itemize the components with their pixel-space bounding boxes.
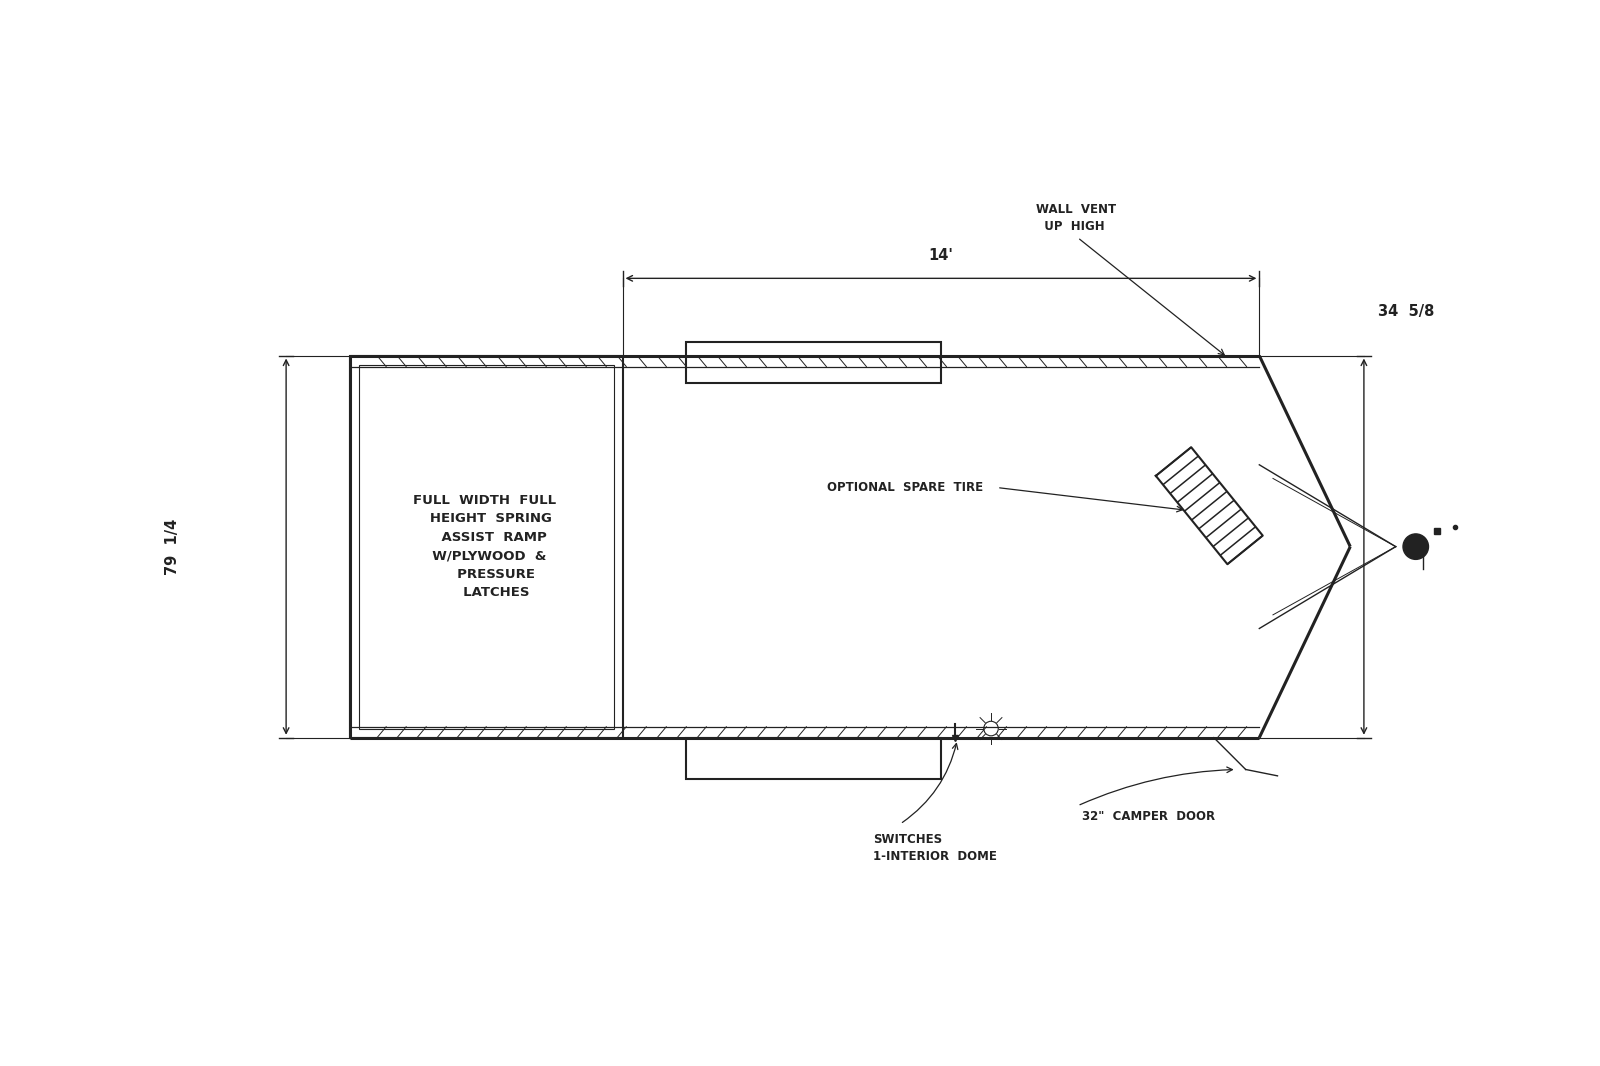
Bar [358, 365, 613, 728]
Text: OPTIONAL  SPARE  TIRE: OPTIONAL SPARE TIRE [827, 481, 984, 494]
Text: 79  1/4: 79 1/4 [165, 518, 179, 575]
Text: 14': 14' [928, 248, 954, 263]
Text: WALL  VENT
  UP  HIGH: WALL VENT UP HIGH [1037, 203, 1117, 232]
Bar [686, 738, 941, 778]
Bar [350, 356, 622, 738]
Text: FULL  WIDTH  FULL
   HEIGHT  SPRING
    ASSIST  RAMP
  W/PLYWOOD  &
     PRESSUR: FULL WIDTH FULL HEIGHT SPRING ASSIST RAM… [413, 494, 555, 599]
Text: 34  5/8: 34 5/8 [1378, 304, 1434, 319]
Text: 32"  CAMPER  DOOR: 32" CAMPER DOOR [1082, 810, 1214, 823]
Bar [686, 342, 941, 383]
Text: SWITCHES
1-INTERIOR  DOME: SWITCHES 1-INTERIOR DOME [872, 834, 997, 863]
Circle shape [1403, 534, 1429, 560]
